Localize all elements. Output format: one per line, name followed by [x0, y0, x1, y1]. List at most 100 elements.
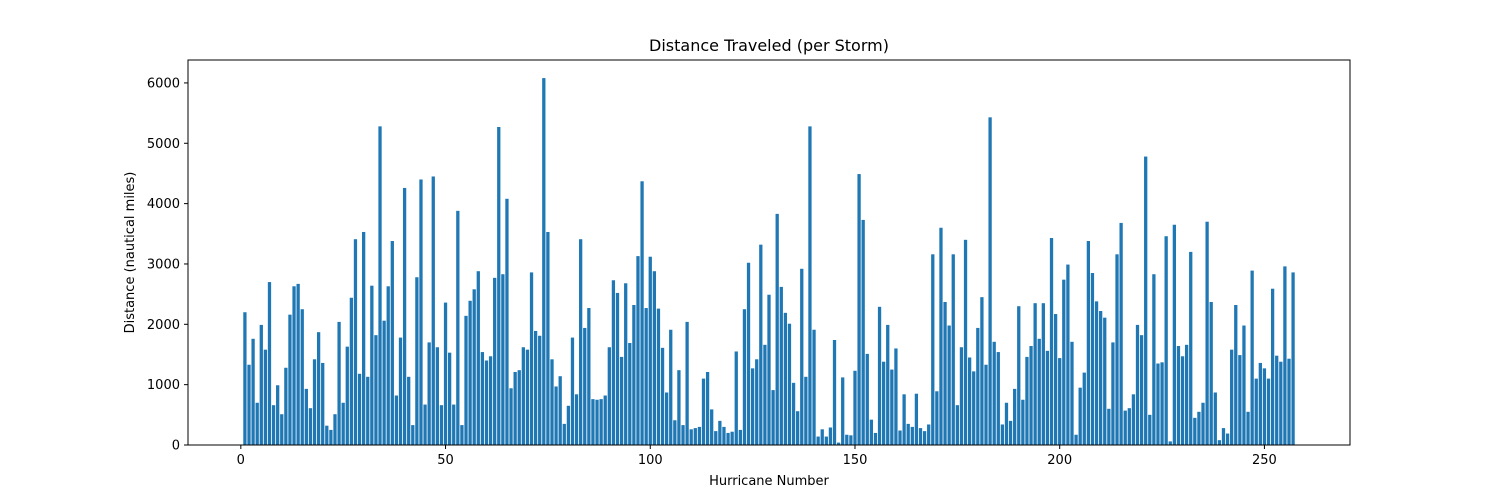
bar-53	[456, 210, 460, 445]
bar-210	[1099, 311, 1103, 445]
y-tick-label: 4000	[147, 197, 180, 212]
bar-233	[1193, 417, 1197, 445]
bar-136	[796, 411, 800, 445]
bar-120	[730, 431, 734, 445]
bar-116	[714, 431, 718, 445]
bar-161	[898, 430, 902, 445]
bar-209	[1094, 301, 1099, 445]
bar-30	[362, 231, 366, 445]
bar-143	[824, 436, 828, 445]
bar-37	[390, 241, 394, 445]
x-tick-label: 250	[1252, 453, 1277, 468]
bar-130	[771, 390, 775, 445]
bar-93	[619, 356, 624, 445]
bar-50	[443, 302, 448, 445]
bar-153	[865, 353, 869, 445]
bar-147	[841, 377, 845, 445]
bar-178	[967, 357, 972, 445]
bar-227	[1168, 441, 1172, 445]
bar-80	[566, 405, 571, 445]
bar-45	[423, 404, 427, 445]
bar-62	[493, 277, 497, 445]
bar-118	[722, 426, 726, 445]
bar-243	[1234, 305, 1238, 445]
bar-212	[1107, 408, 1111, 445]
bar-157	[882, 361, 886, 445]
bar-254	[1279, 361, 1283, 445]
bar-138	[804, 376, 808, 445]
bar-117	[718, 420, 722, 445]
bar-172	[943, 301, 947, 445]
bar-175	[955, 405, 959, 445]
bar-34	[378, 126, 382, 445]
bar-193	[1029, 346, 1033, 445]
bar-39	[398, 337, 403, 445]
bar-44	[419, 179, 423, 446]
bar-149	[849, 435, 853, 445]
bar-155	[873, 432, 878, 445]
bar-56	[468, 300, 472, 445]
bar-14	[296, 283, 300, 445]
bar-246	[1246, 411, 1250, 445]
bar-24	[337, 321, 341, 445]
bar-226	[1164, 236, 1168, 445]
bar-134	[787, 323, 792, 445]
y-tick-label: 2000	[147, 318, 180, 333]
bar-128	[763, 344, 767, 445]
bar-162	[902, 394, 906, 445]
bar-40	[402, 187, 407, 445]
bar-60	[484, 360, 489, 445]
bar-110	[689, 429, 693, 445]
bar-183	[988, 117, 992, 445]
bar-228	[1172, 224, 1176, 445]
bar-121	[734, 351, 738, 445]
bar-46	[427, 342, 431, 445]
bar-191	[1021, 399, 1025, 445]
bar-242	[1230, 349, 1234, 445]
bar-164	[910, 426, 914, 445]
bar-220	[1139, 335, 1144, 445]
bar-257	[1291, 272, 1295, 445]
bar-213	[1111, 342, 1115, 445]
bar-103	[660, 347, 665, 445]
bar-58	[476, 271, 480, 445]
bar-32	[370, 285, 374, 445]
bar-55	[464, 315, 468, 445]
bar-206	[1082, 372, 1086, 445]
bar-152	[861, 219, 865, 445]
bar-108	[681, 425, 685, 445]
bar-141	[816, 436, 820, 445]
bar-84	[583, 327, 587, 445]
x-tick-label: 200	[1047, 453, 1072, 468]
bar-106	[673, 420, 677, 445]
bar-250	[1262, 368, 1267, 445]
bar-82	[574, 394, 579, 445]
y-tick-label: 1000	[147, 378, 180, 393]
bar-158	[886, 324, 890, 445]
bar-7	[267, 282, 272, 445]
bar-229	[1176, 346, 1181, 445]
bar-195	[1037, 338, 1041, 445]
bar-92	[615, 292, 620, 445]
bar-9	[276, 385, 280, 445]
bar-91	[611, 280, 616, 445]
bar-65	[505, 198, 509, 445]
bar-99	[644, 308, 648, 445]
bar-156	[877, 306, 882, 445]
bar-11	[284, 367, 288, 445]
bar-126	[755, 359, 759, 445]
bar-42	[411, 425, 415, 445]
y-tick-label: 3000	[147, 257, 180, 272]
bar-87	[595, 399, 599, 445]
bar-115	[710, 409, 714, 445]
y-tick-label: 6000	[147, 76, 180, 91]
bar-1	[243, 312, 247, 445]
bar-72	[533, 330, 538, 445]
bar-75	[546, 231, 550, 445]
bar-111	[693, 428, 697, 445]
bar-240	[1221, 428, 1226, 445]
bar-180	[976, 327, 980, 445]
bar-170	[935, 391, 939, 445]
bar-194	[1033, 303, 1037, 445]
bar-88	[599, 399, 603, 445]
